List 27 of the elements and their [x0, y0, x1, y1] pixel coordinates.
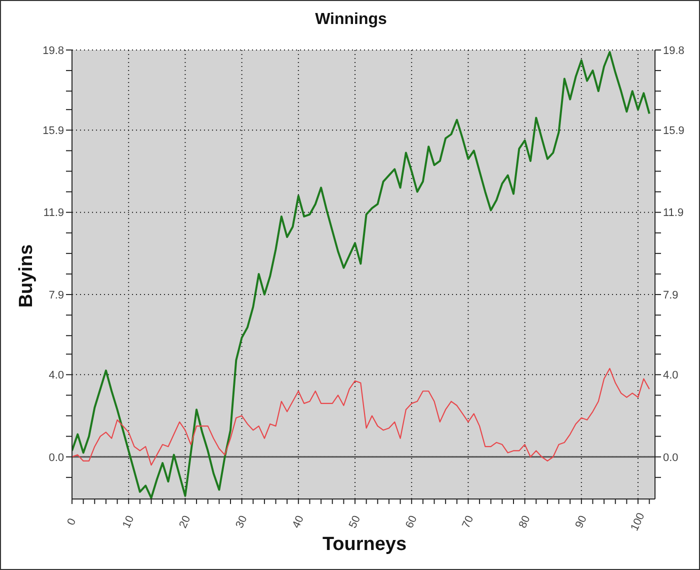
- y-axis-title: Buyins: [16, 244, 38, 308]
- line-series: [72, 368, 650, 466]
- x-tick-label: 90: [573, 514, 590, 530]
- y2-tick-label: 7.9: [663, 289, 678, 302]
- y-tick-label: 11.9: [43, 207, 64, 220]
- y-tick-label: 4.0: [48, 370, 64, 382]
- x-axis-title: Tourneys: [321, 534, 408, 556]
- x-tick-label: 20: [177, 514, 194, 530]
- chart-title: Winnings: [314, 11, 388, 29]
- y2-tick-label: 15.9: [663, 125, 684, 138]
- x-tick-label: 0: [65, 516, 79, 528]
- x-tick-label: 30: [234, 514, 250, 530]
- x-tick-label: 100: [628, 511, 648, 533]
- y2-tick-label: 19.8: [663, 44, 684, 57]
- x-tick-label: 40: [290, 514, 306, 530]
- x-tick-label: 50: [346, 514, 364, 530]
- y-tick-label: 15.9: [42, 125, 64, 138]
- y2-tick-label: 4.0: [663, 370, 678, 382]
- y-tick-label: 7.9: [48, 289, 64, 302]
- x-tick-label: 70: [460, 514, 476, 530]
- y2-tick-label: 0.0: [663, 452, 678, 464]
- y-tick-label: 19.8: [42, 44, 64, 57]
- x-tick-label: 10: [120, 514, 137, 530]
- y-tick-label: 0.0: [48, 452, 64, 464]
- x-tick-label: 80: [516, 514, 533, 530]
- y2-tick-label: 11.9: [663, 207, 684, 220]
- x-tick-label: 60: [404, 514, 420, 530]
